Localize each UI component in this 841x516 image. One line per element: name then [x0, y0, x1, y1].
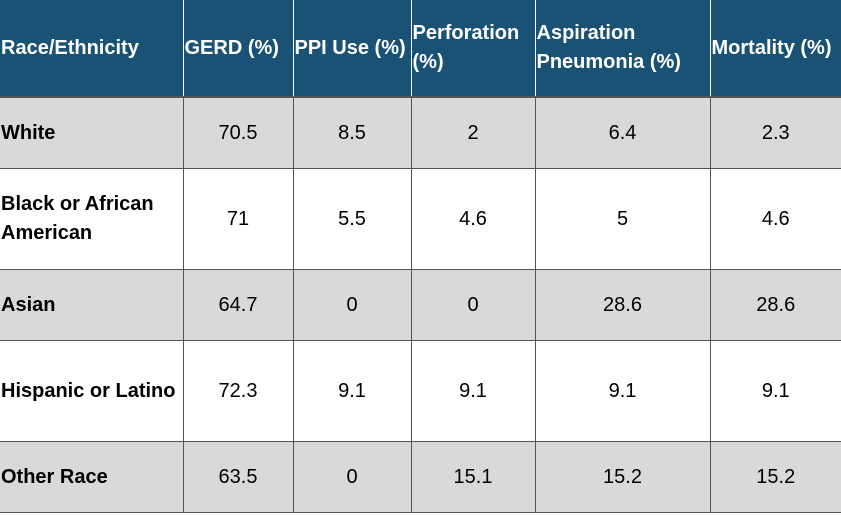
- gerd-cell: 63.5: [182, 441, 294, 513]
- ppi-cell: 5.5: [292, 168, 412, 270]
- table-row: Other Race 63.5 0 15.1 15.2 15.2: [0, 441, 841, 513]
- race-cell: White: [0, 96, 184, 169]
- ppi-cell: 0: [292, 269, 412, 341]
- header-race-ethnicity: Race/Ethnicity: [0, 0, 184, 98]
- aspiration-cell: 9.1: [534, 340, 711, 442]
- perforation-cell: 15.1: [410, 441, 536, 513]
- header-perforation: Perforation (%): [410, 0, 536, 98]
- aspiration-cell: 28.6: [534, 269, 711, 341]
- race-cell: Asian: [0, 269, 184, 341]
- ppi-cell: 9.1: [292, 340, 412, 442]
- perforation-cell: 4.6: [410, 168, 536, 270]
- race-cell: Black or African American: [0, 168, 184, 270]
- table-row: Asian 64.7 0 0 28.6 28.6: [0, 269, 841, 341]
- gerd-cell: 72.3: [182, 340, 294, 442]
- header-aspiration-pneumonia: Aspiration Pneumonia (%): [534, 0, 711, 98]
- aspiration-cell: 5: [534, 168, 711, 270]
- mortality-cell: 2.3: [709, 96, 841, 169]
- table-row: White 70.5 8.5 2 6.4 2.3: [0, 96, 841, 169]
- mortality-cell: 4.6: [709, 168, 841, 270]
- gerd-cell: 71: [182, 168, 294, 270]
- mortality-cell: 28.6: [709, 269, 841, 341]
- header-row: Race/Ethnicity GERD (%) PPI Use (%) Perf…: [0, 0, 841, 98]
- perforation-cell: 9.1: [410, 340, 536, 442]
- header-mortality: Mortality (%): [709, 0, 841, 98]
- ppi-cell: 0: [292, 441, 412, 513]
- ppi-cell: 8.5: [292, 96, 412, 169]
- aspiration-cell: 6.4: [534, 96, 711, 169]
- gerd-cell: 64.7: [182, 269, 294, 341]
- gerd-cell: 70.5: [182, 96, 294, 169]
- table-row: Black or African American 71 5.5 4.6 5 4…: [0, 168, 841, 270]
- table-row: Hispanic or Latino 72.3 9.1 9.1 9.1 9.1: [0, 340, 841, 442]
- race-cell: Other Race: [0, 441, 184, 513]
- header-gerd: GERD (%): [182, 0, 294, 98]
- header-ppi-use: PPI Use (%): [292, 0, 412, 98]
- race-cell: Hispanic or Latino: [0, 340, 184, 442]
- aspiration-cell: 15.2: [534, 441, 711, 513]
- mortality-cell: 15.2: [709, 441, 841, 513]
- perforation-cell: 2: [410, 96, 536, 169]
- perforation-cell: 0: [410, 269, 536, 341]
- mortality-cell: 9.1: [709, 340, 841, 442]
